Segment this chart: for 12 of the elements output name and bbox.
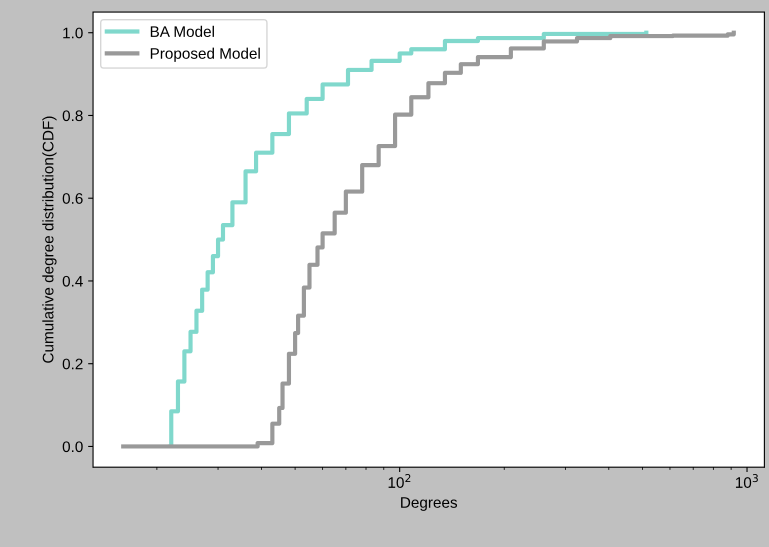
x-tick-label: 10$^{2}$: [388, 474, 410, 488]
y-axis-title: Cumulative degree distribution(CDF): [42, 116, 57, 363]
legend-label: Proposed Model: [150, 48, 260, 62]
y-tick-label: 1.0: [63, 28, 83, 38]
x-axis-title: Degrees: [401, 497, 458, 511]
y-tick-label: 0.2: [62, 358, 83, 370]
legend-label: BA Model: [150, 26, 214, 38]
x-tick-label: 10$^{3}$: [736, 474, 758, 488]
y-tick-label: 0.0: [62, 441, 83, 452]
y-tick-label: 0.6: [62, 193, 83, 204]
y-tick-label: 0.4: [62, 276, 83, 287]
y-tick-label: 0.8: [62, 110, 83, 122]
